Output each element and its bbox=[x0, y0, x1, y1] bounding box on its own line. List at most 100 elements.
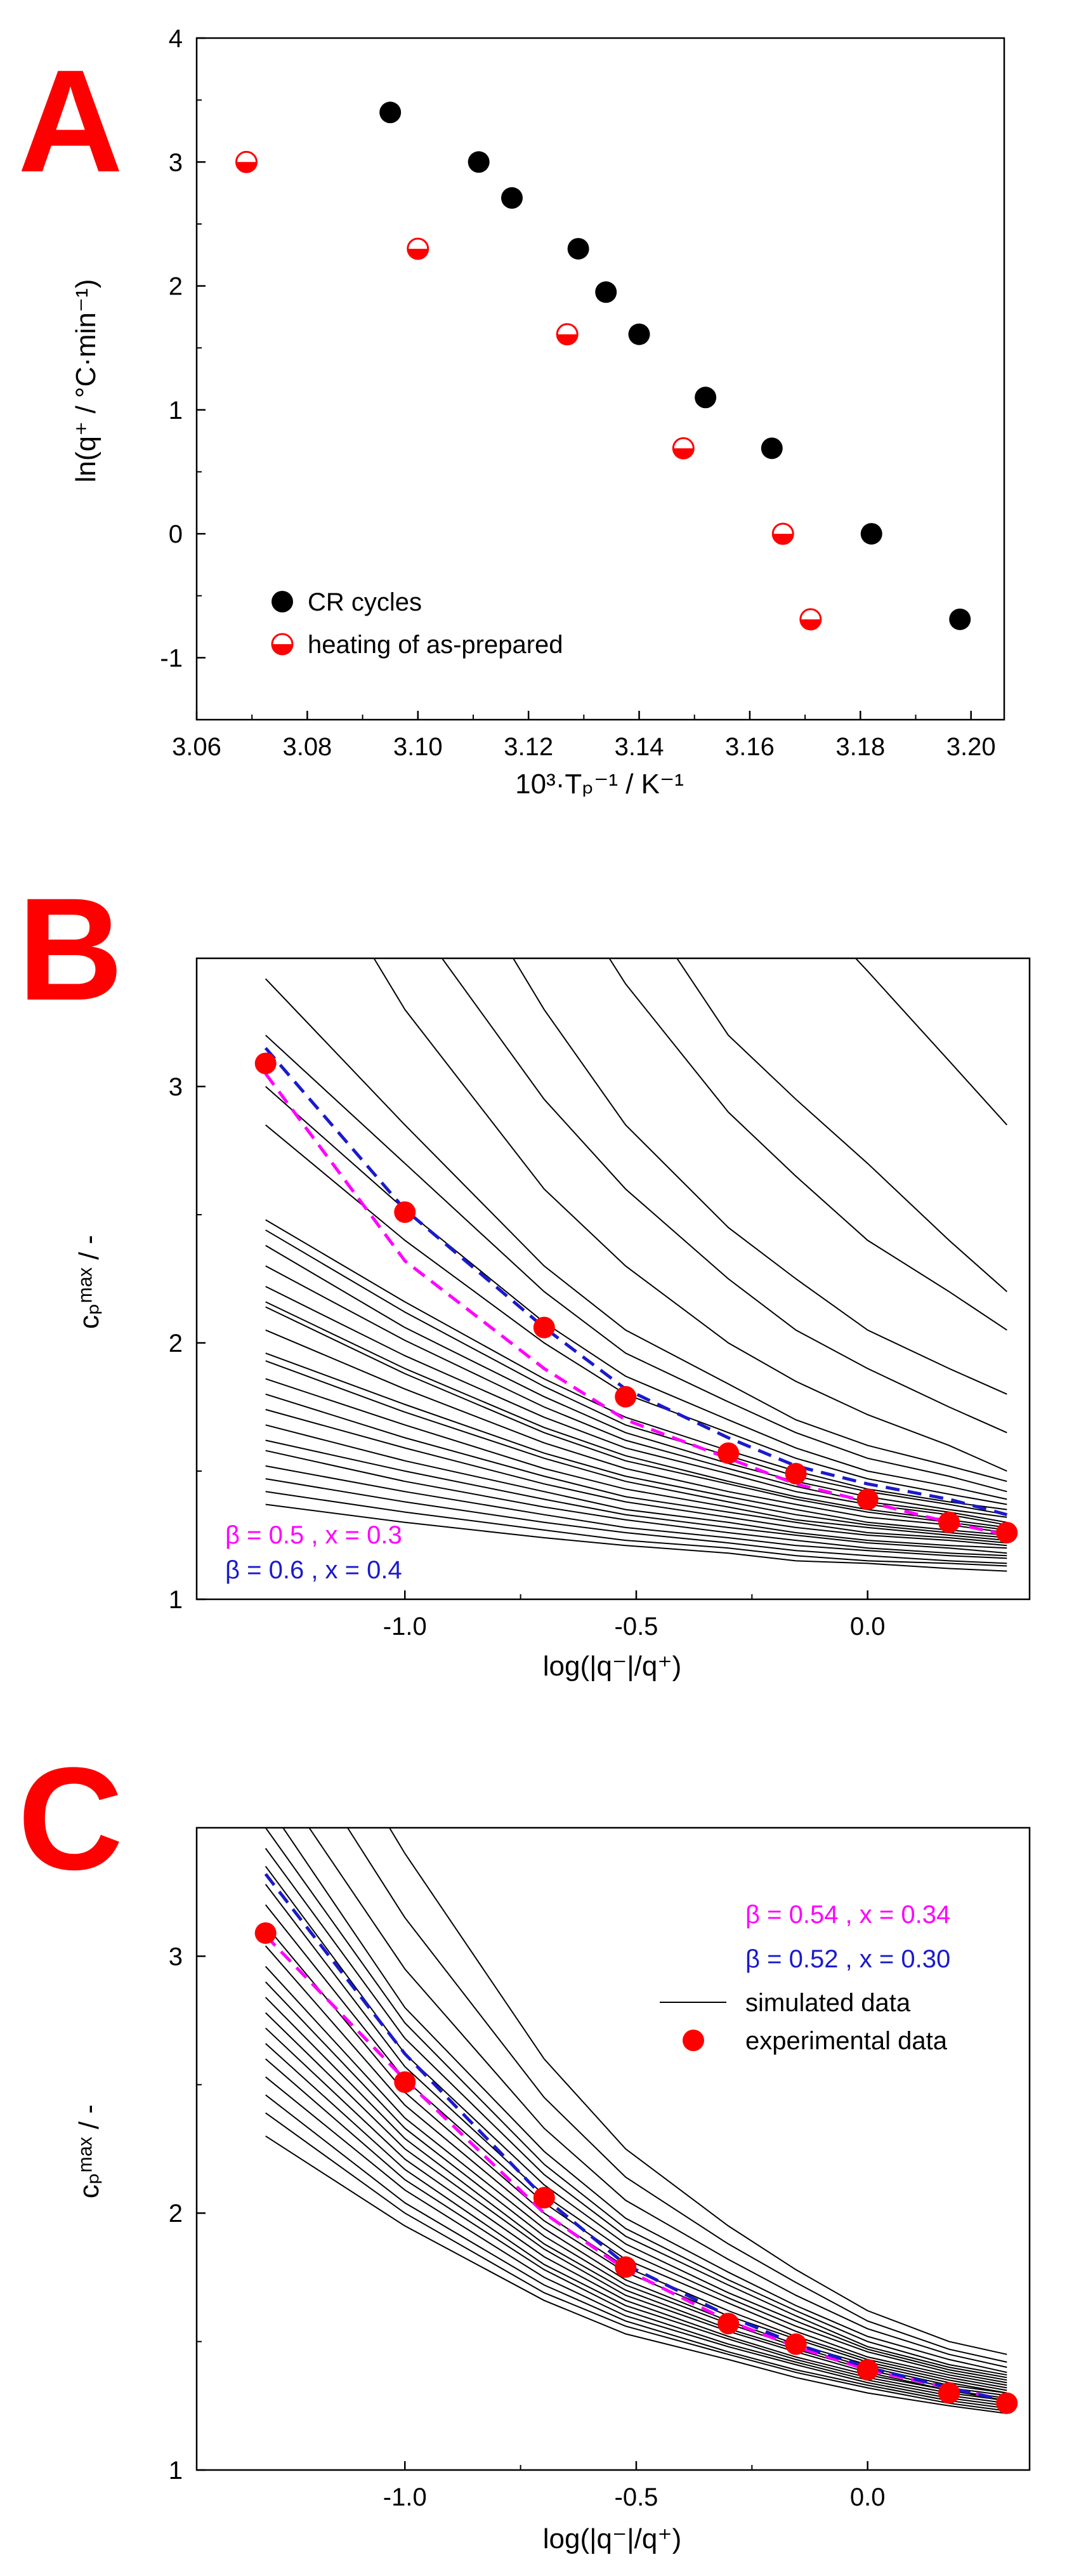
panel-a-y-tick-label: 0 bbox=[169, 520, 183, 548]
panel-b-simulated-line bbox=[676, 958, 1007, 1292]
panel-c-simulated-line bbox=[265, 2135, 1007, 2414]
panel-b-simulated-line bbox=[441, 958, 1007, 1434]
panel-c-simulated-line bbox=[265, 1997, 1007, 2396]
panel-b-simulated-line bbox=[512, 958, 1007, 1395]
panel-a-point-cr-cycles bbox=[379, 102, 402, 124]
panel-b-experimental-point bbox=[996, 1521, 1018, 1543]
panel-c-param-magenta: β = 0.54 , x = 0.34 bbox=[745, 1901, 950, 1929]
panel-c-experimental-point bbox=[996, 2392, 1018, 2414]
panel-a-x-tick-label: 3.18 bbox=[835, 733, 885, 761]
panel-b-simulated-line bbox=[265, 1465, 1007, 1559]
panel-a-x-tick-label: 3.06 bbox=[172, 733, 221, 761]
panel-b-simulated-line bbox=[265, 1439, 1007, 1554]
panel-b-simulated-line bbox=[854, 958, 1008, 1126]
panel-c-simulated-line bbox=[265, 2058, 1007, 2404]
panel-b-fit-line bbox=[264, 1073, 1007, 1537]
panel-a-x-tick-label: 3.20 bbox=[946, 733, 996, 761]
legend-label-simulated: simulated data bbox=[745, 1989, 911, 2017]
panel-a-y-tick-label: 1 bbox=[169, 397, 183, 425]
panel-c-experimental-point bbox=[394, 2071, 416, 2093]
panel-c-param-blue: β = 0.52 , x = 0.30 bbox=[745, 1945, 950, 1973]
panel-a-x-tick-label: 3.08 bbox=[282, 733, 332, 761]
panel-b-plot-frame bbox=[195, 957, 1031, 1601]
panel-c-experimental-point bbox=[533, 2186, 555, 2209]
panel-c-simulated-line bbox=[388, 1828, 1007, 2355]
panel-a-point-heating-fill bbox=[407, 248, 428, 259]
panel-b-x-tick-label: -0.5 bbox=[615, 1613, 658, 1641]
panel-c-simulated-line bbox=[265, 2043, 1007, 2401]
panel-a-point-heating-fill bbox=[800, 619, 821, 630]
panel-b-simulated-line bbox=[265, 1450, 1007, 1557]
panel-c-x-tick-label: -1.0 bbox=[383, 2483, 427, 2511]
panel-a-plot-frame bbox=[195, 37, 1005, 721]
legend-label-cr-cycles: CR cycles bbox=[308, 588, 422, 616]
panel-b-experimental-point bbox=[717, 1442, 740, 1464]
panel-b-simulated-line bbox=[265, 1286, 1007, 1526]
panel-c-x-tick-label: -0.5 bbox=[615, 2483, 658, 2511]
panel-c-simulated-line bbox=[265, 1847, 1007, 2379]
panel-a-point-cr-cycles bbox=[695, 386, 717, 409]
panel-b-experimental-point bbox=[856, 1488, 879, 1510]
panel-b-x-tick-label: 0.0 bbox=[850, 1613, 886, 1641]
legend-label-experimental: experimental data bbox=[745, 2027, 948, 2055]
panel-a-y-axis-label: ln(q⁺ / °C·min⁻¹) bbox=[70, 279, 101, 483]
panel-b-simulated-line bbox=[265, 1378, 1007, 1542]
panel-b-simulated-line bbox=[373, 958, 1007, 1472]
panel-a-point-heating bbox=[672, 437, 695, 459]
panel-b-simulated-line bbox=[265, 1478, 1007, 1564]
panel-c-experimental-point bbox=[615, 2256, 637, 2278]
panel-a-x-tick-label: 3.14 bbox=[615, 733, 664, 761]
panel-b-simulated-line bbox=[265, 1503, 1007, 1572]
panel-a-point-heating-fill bbox=[773, 534, 794, 545]
panel-a-point-cr-cycles bbox=[860, 523, 882, 545]
panel-b-simulated-line bbox=[265, 1229, 1007, 1516]
panel-b-simulated-line bbox=[265, 1086, 1007, 1500]
panel-b-simulated-line bbox=[265, 1329, 1007, 1533]
panel-label-b: B bbox=[18, 868, 123, 1031]
panel-a-y-tick-label: 2 bbox=[169, 273, 183, 301]
panel-a-plot-area bbox=[235, 102, 971, 631]
panel-b-simulated-line bbox=[265, 1491, 1007, 1567]
panel-a-chart: 3.06 3.08 3.10 3.12 3.14 3.16 3.18 3.20 -1 0 1 2 3 4 bbox=[160, 25, 1005, 761]
panel-b-y-axis-label: cₚᵐᵃˣ / - bbox=[74, 1235, 105, 1329]
panel-c-simulated-line bbox=[265, 2012, 1007, 2399]
panel-c-simulated-line bbox=[265, 1884, 1007, 2384]
panel-b-simulated-line bbox=[265, 978, 1007, 1483]
panel-b-simulated-line bbox=[265, 1306, 1007, 1531]
panel-c-chart: -1.0 -0.5 0.0 1 2 3 bbox=[169, 1826, 1031, 2511]
panel-c-simulated-line bbox=[265, 1866, 1007, 2381]
panel-b-param-magenta: β = 0.5 , x = 0.3 bbox=[225, 1521, 402, 1549]
panel-a-point-cr-cycles bbox=[628, 323, 650, 345]
panel-a-point-cr-cycles bbox=[468, 151, 490, 173]
panel-c-experimental-point bbox=[856, 2359, 879, 2381]
panel-b-x-tick-label: -1.0 bbox=[383, 1613, 427, 1641]
panel-c-y-axis-label: cₚᵐᵃˣ / - bbox=[74, 2104, 105, 2198]
panel-c-experimental-point bbox=[938, 2382, 960, 2404]
panel-b-simulated-line bbox=[265, 1393, 1007, 1544]
panel-a-x-tick-label: 3.10 bbox=[393, 733, 443, 761]
panel-b-simulated-line bbox=[265, 1301, 1007, 1528]
panel-c-simulated-line bbox=[265, 2094, 1007, 2409]
panel-b-simulated-line bbox=[265, 1352, 1007, 1536]
panel-label-a: A bbox=[18, 39, 123, 202]
panel-a-point-cr-cycles bbox=[567, 237, 589, 260]
panel-b-simulated-line bbox=[608, 958, 1007, 1331]
panel-b-x-axis-label: log(|q⁻|/q⁺) bbox=[543, 1651, 682, 1682]
panel-a-point-heating bbox=[799, 608, 822, 631]
panel-a-point-cr-cycles bbox=[761, 437, 783, 459]
panel-b-experimental-point bbox=[533, 1316, 555, 1338]
panel-b-simulated-line bbox=[265, 1034, 1007, 1493]
panel-a-point-heating-fill bbox=[557, 334, 578, 345]
panel-b-experimental-point bbox=[615, 1385, 637, 1408]
panel-a-y-tick-label: 4 bbox=[169, 25, 183, 53]
panel-b-experimental-point bbox=[254, 1052, 277, 1074]
panel-a-y-tick-label: 3 bbox=[169, 149, 183, 176]
panel-a-point-heating bbox=[771, 522, 794, 545]
panel-c-simulated-line bbox=[346, 1828, 1007, 2363]
panel-a-point-heating-fill bbox=[673, 448, 694, 459]
panel-a-point-cr-cycles bbox=[501, 187, 523, 209]
panel-a-point-heating bbox=[235, 150, 258, 173]
panel-b-experimental-point bbox=[785, 1463, 807, 1485]
panel-b-fit-line bbox=[264, 1047, 1007, 1517]
